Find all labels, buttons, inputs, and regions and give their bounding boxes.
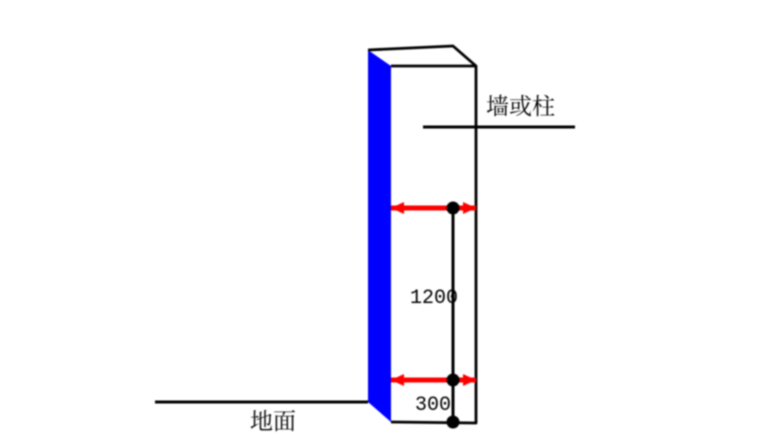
svg-text:墙或柱: 墙或柱	[486, 88, 555, 121]
svg-text:地面: 地面	[250, 403, 296, 436]
svg-text:1200: 1200	[410, 287, 458, 310]
svg-text:300: 300	[415, 394, 451, 417]
